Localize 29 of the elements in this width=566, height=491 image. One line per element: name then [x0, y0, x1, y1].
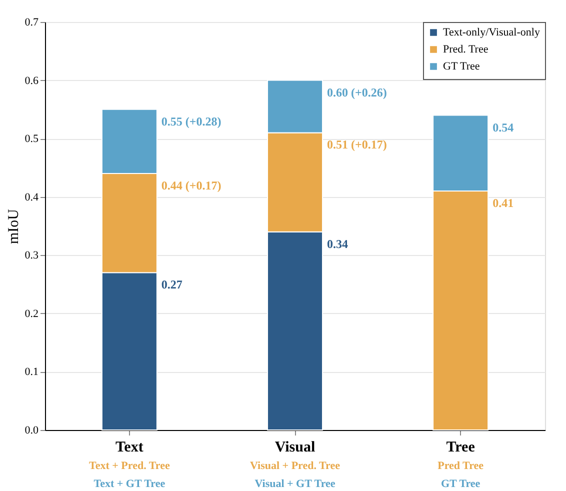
- annotation: 0.51 (+0.17): [327, 138, 387, 152]
- text: Visual + GT Tree: [254, 478, 336, 490]
- text: Text + GT Tree: [94, 478, 166, 490]
- annotation: 0.60 (+0.26): [327, 85, 387, 100]
- legend-label: GT Tree: [443, 60, 480, 72]
- y-tick-label: 0.2: [24, 308, 38, 320]
- legend-label: Pred. Tree: [443, 44, 488, 56]
- annotation: 0.27: [161, 278, 182, 292]
- text: Pred Tree: [438, 460, 484, 472]
- y-tick-label: 0.6: [24, 74, 39, 87]
- annotation: 0.54: [492, 120, 514, 134]
- text: Visual + Pred. Tree: [250, 460, 340, 472]
- y-tick-label: 0.0: [24, 424, 39, 436]
- y-tick-label: 0.7: [24, 16, 39, 28]
- text: GT Tree: [440, 478, 480, 490]
- annotation: 0.55 (+0.28): [161, 114, 222, 128]
- y-tick-label: 0.4: [24, 191, 39, 204]
- y-tick-label: 0.5: [24, 133, 39, 146]
- y-tick-label: 0.3: [24, 250, 39, 262]
- y-tick-label: 0.1: [24, 366, 38, 378]
- x-tick-label: Text: [116, 440, 144, 456]
- y-axis-title: mIoU: [6, 208, 22, 244]
- legend-label: Text-only/Visual-only: [443, 26, 540, 38]
- x-tick-label: Tree: [446, 440, 476, 456]
- x-tick-label: Visual: [274, 440, 316, 456]
- annotation: 0.34: [327, 236, 348, 251]
- annotation: 0.41: [492, 196, 514, 210]
- text: Text + Pred. Tree: [89, 460, 170, 472]
- annotation: 0.44 (+0.17): [161, 178, 222, 193]
